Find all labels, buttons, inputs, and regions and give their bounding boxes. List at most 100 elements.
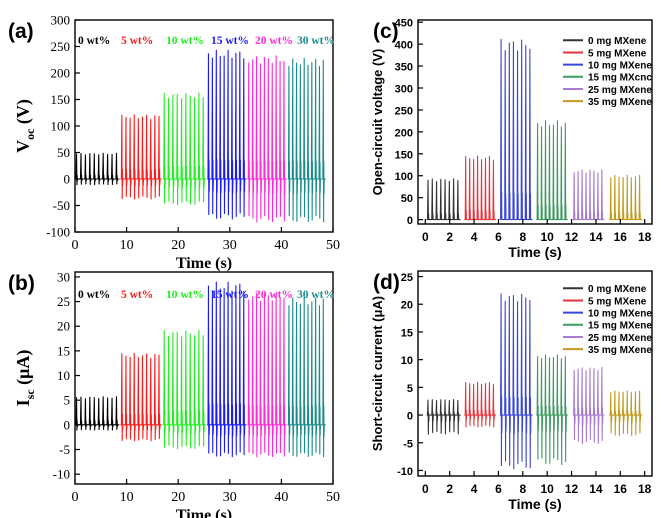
legend-label: 10 wt% — [166, 289, 204, 301]
y-tick-label: 25 — [401, 272, 413, 284]
x-tick-label: 2 — [446, 230, 453, 244]
x-tick-label: 0 — [72, 238, 79, 253]
x-tick-label: 10 — [120, 238, 134, 253]
legend-label: 15 wt% — [211, 289, 249, 301]
y-tick-label: 0 — [64, 417, 71, 432]
y-axis-title-sub: oc — [23, 128, 37, 140]
plot-area — [75, 49, 326, 223]
y-axis-title-unit: (μA) — [13, 350, 34, 390]
x-tick-label: 6 — [495, 230, 502, 244]
series-line-5 — [572, 366, 605, 445]
x-tick-label: 10 — [120, 490, 134, 505]
x-tick-label: 0 — [422, 230, 429, 244]
x-tick-label: 20 — [171, 238, 185, 253]
y-tick-label: 100 — [51, 119, 71, 134]
legend-label: 0 wt% — [78, 35, 110, 47]
x-tick-label: 18 — [638, 482, 652, 496]
legend-label: 15 mg MXene — [588, 321, 652, 332]
y-tick-label: -50 — [53, 198, 70, 213]
x-tick-label: 30 — [223, 490, 237, 505]
y-tick-label: 100 — [395, 171, 413, 183]
series-line-2 — [120, 114, 162, 200]
y-tick-label: 25 — [57, 294, 70, 309]
y-tick-label: 30 — [57, 269, 70, 284]
x-axis-title: Time (s) — [176, 255, 232, 272]
legend-label: 15 wt% — [211, 35, 249, 47]
series-line-1 — [426, 399, 461, 435]
y-tick-label: 5 — [407, 383, 413, 395]
x-tick-label: 20 — [171, 490, 185, 505]
y-tick-label: 10 — [57, 368, 70, 383]
legend-label: 20 wt% — [255, 289, 293, 301]
x-tick-label: 50 — [326, 490, 340, 505]
x-tick-label: 8 — [519, 482, 526, 496]
series-line-5 — [572, 169, 605, 221]
series-line-3 — [499, 38, 533, 221]
y-tick-label: 5 — [64, 393, 71, 408]
y-tick-label: 150 — [395, 149, 413, 161]
series-line-6 — [609, 390, 643, 437]
y-tick-label: 20 — [401, 300, 413, 312]
series-line-3 — [162, 92, 207, 206]
y-tick-label: 250 — [395, 105, 413, 117]
legend-label: 15 mg MXcnc — [588, 73, 652, 84]
y-tick-label: -5 — [59, 442, 70, 457]
legend-label: 10 wt% — [166, 35, 204, 47]
y-tick-label: -10 — [397, 466, 413, 478]
y-axis-title: Short-circuit current (μA) — [370, 296, 385, 451]
y-tick-label: 400 — [395, 40, 413, 52]
x-tick-label: 16 — [614, 230, 628, 244]
y-tick-label: 350 — [395, 62, 413, 74]
legend-label: 5 wt% — [121, 289, 153, 301]
x-tick-label: 14 — [589, 482, 603, 496]
x-tick-label: 40 — [274, 238, 288, 253]
series-line-6 — [287, 57, 326, 223]
x-tick-label: 2 — [446, 482, 453, 496]
y-axis-title: Open-circuit voltage (V) — [370, 49, 385, 196]
y-tick-label: 0 — [407, 411, 413, 423]
y-tick-label: 15 — [401, 327, 413, 339]
plot-area — [426, 293, 643, 470]
y-axis-title: Isc (μA) — [13, 350, 37, 407]
y-axis-title: Voc (V) — [13, 99, 37, 153]
y-tick-label: -5 — [403, 438, 413, 450]
x-tick-label: 10 — [541, 482, 555, 496]
legend-label: 0 mg MXene — [588, 36, 647, 47]
axes-frame — [417, 19, 653, 225]
series-line-6 — [609, 174, 643, 221]
plot-area — [426, 38, 643, 221]
x-axis-title: Time (s) — [508, 244, 561, 260]
x-tick-label: 4 — [471, 482, 478, 496]
series-line-2 — [464, 155, 496, 221]
x-tick-label: 12 — [565, 230, 579, 244]
legend-label: 20 wt% — [255, 35, 293, 47]
x-tick-label: 16 — [614, 482, 628, 496]
x-tick-label: 8 — [519, 230, 526, 244]
series-line-4 — [207, 281, 247, 458]
legend-label: 5 wt% — [121, 35, 153, 47]
panel-label: (d) — [373, 271, 400, 294]
axes-frame — [417, 270, 653, 477]
y-tick-label: -10 — [53, 467, 70, 482]
legend-label: 10 mg MXene — [588, 60, 652, 71]
series-line-3 — [162, 329, 207, 450]
x-tick-label: 4 — [471, 230, 478, 244]
series-line-4 — [536, 120, 568, 221]
y-tick-label: -100 — [46, 225, 70, 240]
x-tick-label: 10 — [541, 230, 555, 244]
panel-label: (c) — [373, 20, 399, 43]
legend-label: 25 mg MXene — [588, 333, 652, 344]
legend-label: 0 mg MXene — [588, 284, 647, 295]
panel-c: (c) 0 2 4 6 8 10 12 14 16 18 0 50 100 150 200 250 300 350 4… — [370, 18, 653, 260]
series-line-1 — [426, 178, 461, 221]
x-tick-label: 18 — [638, 230, 652, 244]
y-axis-title-main: I — [13, 399, 33, 406]
x-tick-label: 12 — [565, 482, 579, 496]
x-axis-title: Time (s) — [508, 496, 561, 512]
legend-label: 35 mg MXene — [588, 97, 652, 108]
y-axis-title-unit: (V) — [13, 99, 34, 129]
y-tick-label: 0 — [64, 172, 71, 187]
series-line-1 — [75, 396, 120, 431]
x-tick-label: 14 — [589, 230, 603, 244]
